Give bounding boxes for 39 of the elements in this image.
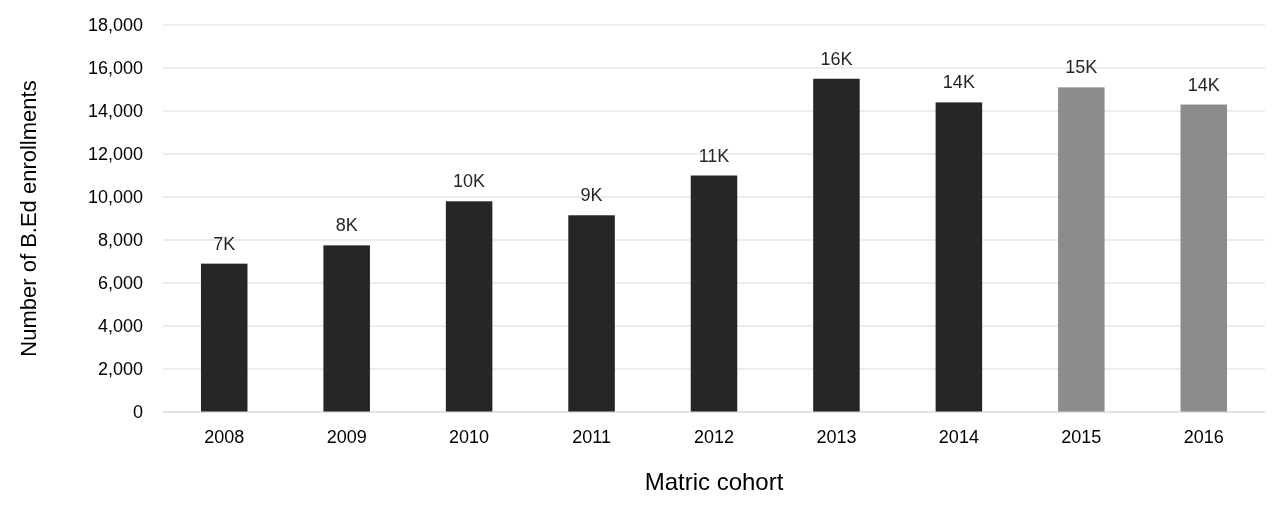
y-tick-label: 12,000 (87, 144, 143, 165)
x-axis-title: Matric cohort (644, 468, 784, 495)
data-label: 7K (213, 233, 236, 254)
bar (323, 245, 370, 412)
x-tick-label: 2014 (938, 427, 979, 447)
x-tick-label: 2008 (204, 427, 245, 447)
bar (935, 102, 983, 412)
y-tick-label: 16,000 (87, 58, 143, 79)
bar (445, 201, 493, 412)
bar (813, 78, 860, 412)
y-axis-title: Number of B.Ed enrollments (16, 80, 41, 357)
data-label: 14K (942, 72, 975, 93)
y-tick-label: 8,000 (97, 230, 143, 251)
x-tick-label: 2011 (572, 427, 611, 447)
bar (1058, 87, 1105, 412)
y-tick-label: 14,000 (87, 101, 143, 122)
data-label: 8K (335, 215, 358, 236)
y-tick-label: 2,000 (97, 359, 143, 380)
x-tick-label: 2016 (1183, 427, 1224, 447)
data-label: 15K (1065, 57, 1098, 78)
x-tick-label: 2012 (693, 427, 735, 447)
x-tick-label: 2009 (326, 427, 367, 447)
y-tick-label: 18,000 (87, 15, 143, 36)
bar (690, 175, 738, 412)
bar (200, 263, 248, 412)
x-tick-label: 2013 (816, 427, 857, 447)
data-label: 14K (1187, 74, 1220, 95)
bar (1180, 104, 1228, 412)
y-tick-label: 6,000 (97, 273, 143, 294)
data-label: 11K (698, 145, 730, 166)
data-label: 9K (580, 185, 603, 206)
data-label: 10K (453, 171, 486, 192)
y-tick-label: 4,000 (97, 316, 143, 337)
y-tick-label: 0 (132, 402, 143, 423)
x-tick-label: 2015 (1061, 427, 1102, 447)
bar (568, 215, 615, 412)
data-label: 16K (820, 48, 853, 69)
x-tick-label: 2010 (449, 427, 490, 447)
y-tick-label: 10,000 (87, 187, 143, 208)
